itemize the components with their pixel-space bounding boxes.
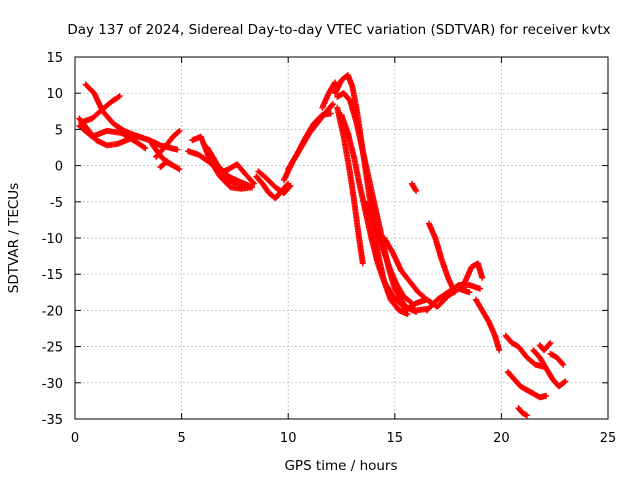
series-markers <box>285 110 334 173</box>
series-x <box>425 220 458 296</box>
y-tick-label: -5 <box>50 196 63 211</box>
series-w <box>408 180 420 194</box>
series-markers <box>82 81 147 142</box>
series-markers <box>216 161 258 187</box>
series-markers <box>153 127 183 160</box>
series-i <box>189 133 255 192</box>
series-markers <box>502 332 548 370</box>
series-m <box>255 168 294 197</box>
series-z <box>423 282 484 314</box>
grid-lines <box>75 57 608 419</box>
series-markers <box>76 122 149 152</box>
chart-title: Day 137 of 2024, Sidereal Day-to-day VTE… <box>67 22 610 38</box>
series-markers <box>423 282 484 314</box>
series-markers <box>381 235 430 303</box>
series-markers <box>504 368 550 401</box>
series-k <box>216 161 258 187</box>
series-o <box>285 110 334 173</box>
y-tick-label: 5 <box>55 123 63 138</box>
series-markers <box>361 198 415 307</box>
axis-ticks <box>74 56 609 420</box>
x-tick-labels: 0 5 10 15 20 25 <box>71 431 616 446</box>
series-ac <box>502 332 548 370</box>
series-markers <box>255 168 294 197</box>
series-markers <box>472 296 503 354</box>
y-tick-label: -10 <box>42 232 63 247</box>
series-af <box>530 347 569 390</box>
series-d <box>76 122 149 152</box>
x-tick-label: 10 <box>280 431 297 446</box>
series-markers <box>204 144 253 189</box>
series-ag <box>547 350 567 368</box>
series-markers <box>425 220 458 296</box>
series-u <box>361 198 415 307</box>
y-axis-label: SDTVAR / TECUs <box>6 183 22 293</box>
series-p <box>319 79 339 111</box>
series-j <box>204 144 253 189</box>
series-markers <box>515 405 530 419</box>
series-markers <box>146 137 183 173</box>
series-markers <box>338 111 430 314</box>
y-tick-label: -25 <box>42 341 63 356</box>
series-markers <box>536 339 554 354</box>
series-f <box>153 127 183 160</box>
x-tick-label: 5 <box>177 431 185 446</box>
y-tick-label: -30 <box>42 377 63 392</box>
series-aa <box>455 260 486 292</box>
y-tick-label: 15 <box>46 51 63 66</box>
series-markers <box>157 158 177 171</box>
x-tick-label: 20 <box>493 431 510 446</box>
series-e <box>146 137 183 173</box>
y-tick-label: 10 <box>46 87 63 102</box>
series-markers <box>455 260 486 292</box>
series-markers <box>547 350 567 368</box>
series-markers <box>334 104 366 267</box>
x-tick-label: 15 <box>387 431 404 446</box>
y-tick-label: -20 <box>42 304 63 319</box>
series-markers <box>530 347 569 390</box>
series-t <box>334 104 366 267</box>
x-tick-label: 25 <box>600 431 617 446</box>
y-tick-label: 0 <box>55 160 63 175</box>
series-v <box>381 235 430 303</box>
series-markers <box>319 79 339 111</box>
data-points <box>76 72 569 419</box>
series-ae <box>515 405 530 419</box>
y-tick-label: -15 <box>42 268 63 283</box>
x-tick-label: 0 <box>71 431 79 446</box>
series-g <box>157 158 177 171</box>
series-markers <box>189 133 255 192</box>
series-ab <box>472 296 503 354</box>
y-tick-label: -35 <box>42 413 63 428</box>
y-tick-labels: 15 10 5 0 -5 -10 -15 -20 -25 -30 -35 <box>42 51 63 428</box>
series-markers <box>408 180 420 194</box>
series-ad <box>504 368 550 401</box>
series-s <box>338 111 430 314</box>
series-ah <box>536 339 554 354</box>
series-c <box>82 81 147 142</box>
x-axis-label: GPS time / hours <box>284 458 397 474</box>
